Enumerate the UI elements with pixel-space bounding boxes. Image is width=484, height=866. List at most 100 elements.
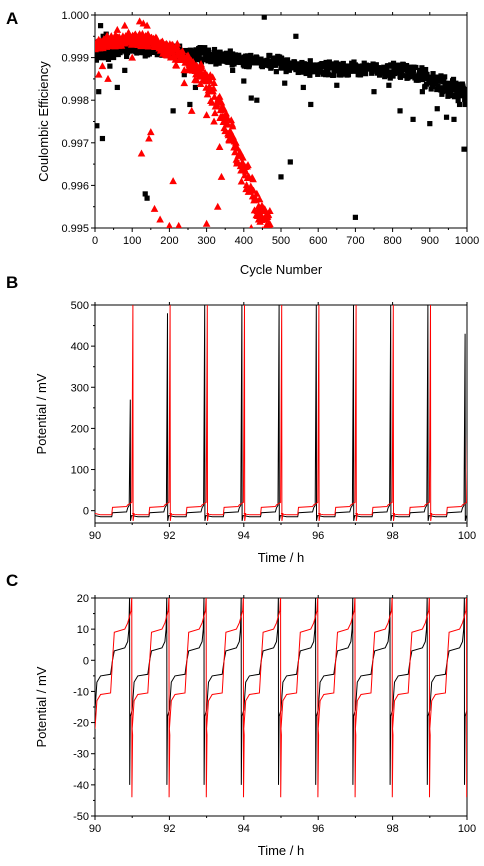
data-point-square <box>122 67 128 73</box>
data-point-triangle <box>223 114 232 122</box>
data-point-square <box>190 48 196 54</box>
data-point-square <box>187 101 193 108</box>
data-point-triangle <box>220 104 228 112</box>
data-point-square <box>146 51 153 57</box>
data-point-square <box>398 71 405 77</box>
x-tick-label-B: 90 <box>89 530 101 542</box>
data-point-square <box>144 195 150 201</box>
data-point-triangle <box>120 21 129 29</box>
data-point-square <box>370 61 376 67</box>
data-point-square <box>274 57 280 63</box>
data-point-square <box>307 58 313 64</box>
data-point-triangle <box>202 219 211 227</box>
data-point-square <box>97 23 104 29</box>
data-point-square <box>443 114 450 120</box>
data-point-square <box>241 78 247 84</box>
data-point-square <box>438 76 445 82</box>
data-point-square <box>105 56 112 62</box>
data-point-square <box>464 91 467 97</box>
data-point-square <box>282 60 288 66</box>
y-tick-label-A: 0.996 <box>61 180 89 192</box>
data-point-square <box>442 74 448 80</box>
data-point-triangle <box>237 177 246 185</box>
panel-A: A 0 100 200 300 400 500 600 700 800 900 1000 0.995 0.… <box>6 9 479 277</box>
data-point-triangle <box>236 148 244 156</box>
data-point-triangle <box>197 61 206 69</box>
data-point-square <box>114 84 120 91</box>
plot-area-A <box>95 15 467 228</box>
data-point-triangle <box>95 70 103 78</box>
data-point-square <box>204 57 210 63</box>
data-point-square <box>390 60 397 66</box>
data-point-square <box>408 64 414 70</box>
data-point-triangle <box>175 221 183 228</box>
data-point-square <box>439 91 445 97</box>
data-point-square <box>454 81 460 87</box>
data-point-triangle <box>253 189 261 197</box>
y-tick-label-B: 200 <box>71 423 89 435</box>
x-axis-title-B: Time / h <box>258 550 304 565</box>
data-point-square <box>244 53 251 59</box>
data-point-triangle <box>128 53 136 61</box>
data-point-triangle <box>215 92 224 100</box>
data-point-square <box>272 62 279 68</box>
data-point-square <box>142 191 148 197</box>
data-point-square <box>451 116 457 122</box>
data-point-square <box>427 121 433 127</box>
x-tick-label-A: 500 <box>272 235 290 247</box>
data-point-square <box>261 15 267 20</box>
data-point-square <box>192 84 199 91</box>
data-point-triangle <box>262 211 270 219</box>
data-point-square <box>371 89 377 95</box>
data-point-triangle <box>249 224 254 228</box>
data-point-triangle <box>208 98 216 106</box>
panel-B: B 90 92 94 96 98 100 0 100 200 300 400 500 Time / h Po… <box>6 273 476 565</box>
data-point-square <box>95 123 100 129</box>
data-point-triangle <box>228 122 237 130</box>
data-point-square <box>330 72 337 78</box>
data-point-square <box>287 159 293 165</box>
data-point-square <box>230 51 236 57</box>
data-point-square <box>461 146 467 152</box>
data-point-triangle <box>249 175 257 183</box>
data-point-triangle <box>209 84 218 92</box>
data-point-square <box>213 61 219 67</box>
data-point-square <box>104 49 111 55</box>
y-axis-title-C: Potential / mV <box>34 666 49 747</box>
data-point-triangle <box>135 17 144 25</box>
data-point-square <box>227 48 233 54</box>
x-tick-label-A: 800 <box>383 235 401 247</box>
data-point-triangle <box>254 215 263 223</box>
data-point-square <box>286 67 292 73</box>
data-point-triangle <box>208 73 217 81</box>
data-point-square <box>107 63 113 69</box>
data-point-triangle <box>98 62 107 70</box>
y-tick-label-A: 0.998 <box>61 95 89 107</box>
data-point-square <box>357 72 364 78</box>
data-point-triangle <box>210 117 218 125</box>
data-point-square <box>293 33 299 39</box>
x-tick-label-A: 900 <box>421 235 439 247</box>
data-point-square <box>456 101 463 108</box>
x-axis-title-A: Cycle Number <box>240 262 323 277</box>
data-point-triangle <box>143 21 151 29</box>
y-tick-label-B: 300 <box>71 382 89 394</box>
data-point-triangle <box>241 167 250 175</box>
x-tick-label-A: 600 <box>309 235 327 247</box>
data-point-square <box>215 55 221 61</box>
data-point-triangle <box>217 172 226 180</box>
data-point-square <box>434 106 440 112</box>
data-point-square <box>339 71 345 77</box>
data-point-square <box>337 68 344 74</box>
data-point-square <box>462 101 467 108</box>
y-tick-label-A: 0.995 <box>61 223 89 235</box>
data-point-triangle <box>173 39 182 47</box>
data-point-square <box>352 214 358 220</box>
data-point-triangle <box>137 149 146 157</box>
y-tick-label-C: -50 <box>73 811 89 823</box>
data-point-triangle <box>145 134 153 142</box>
data-point-square <box>248 95 254 101</box>
data-point-square <box>230 67 236 73</box>
data-point-triangle <box>257 210 265 218</box>
